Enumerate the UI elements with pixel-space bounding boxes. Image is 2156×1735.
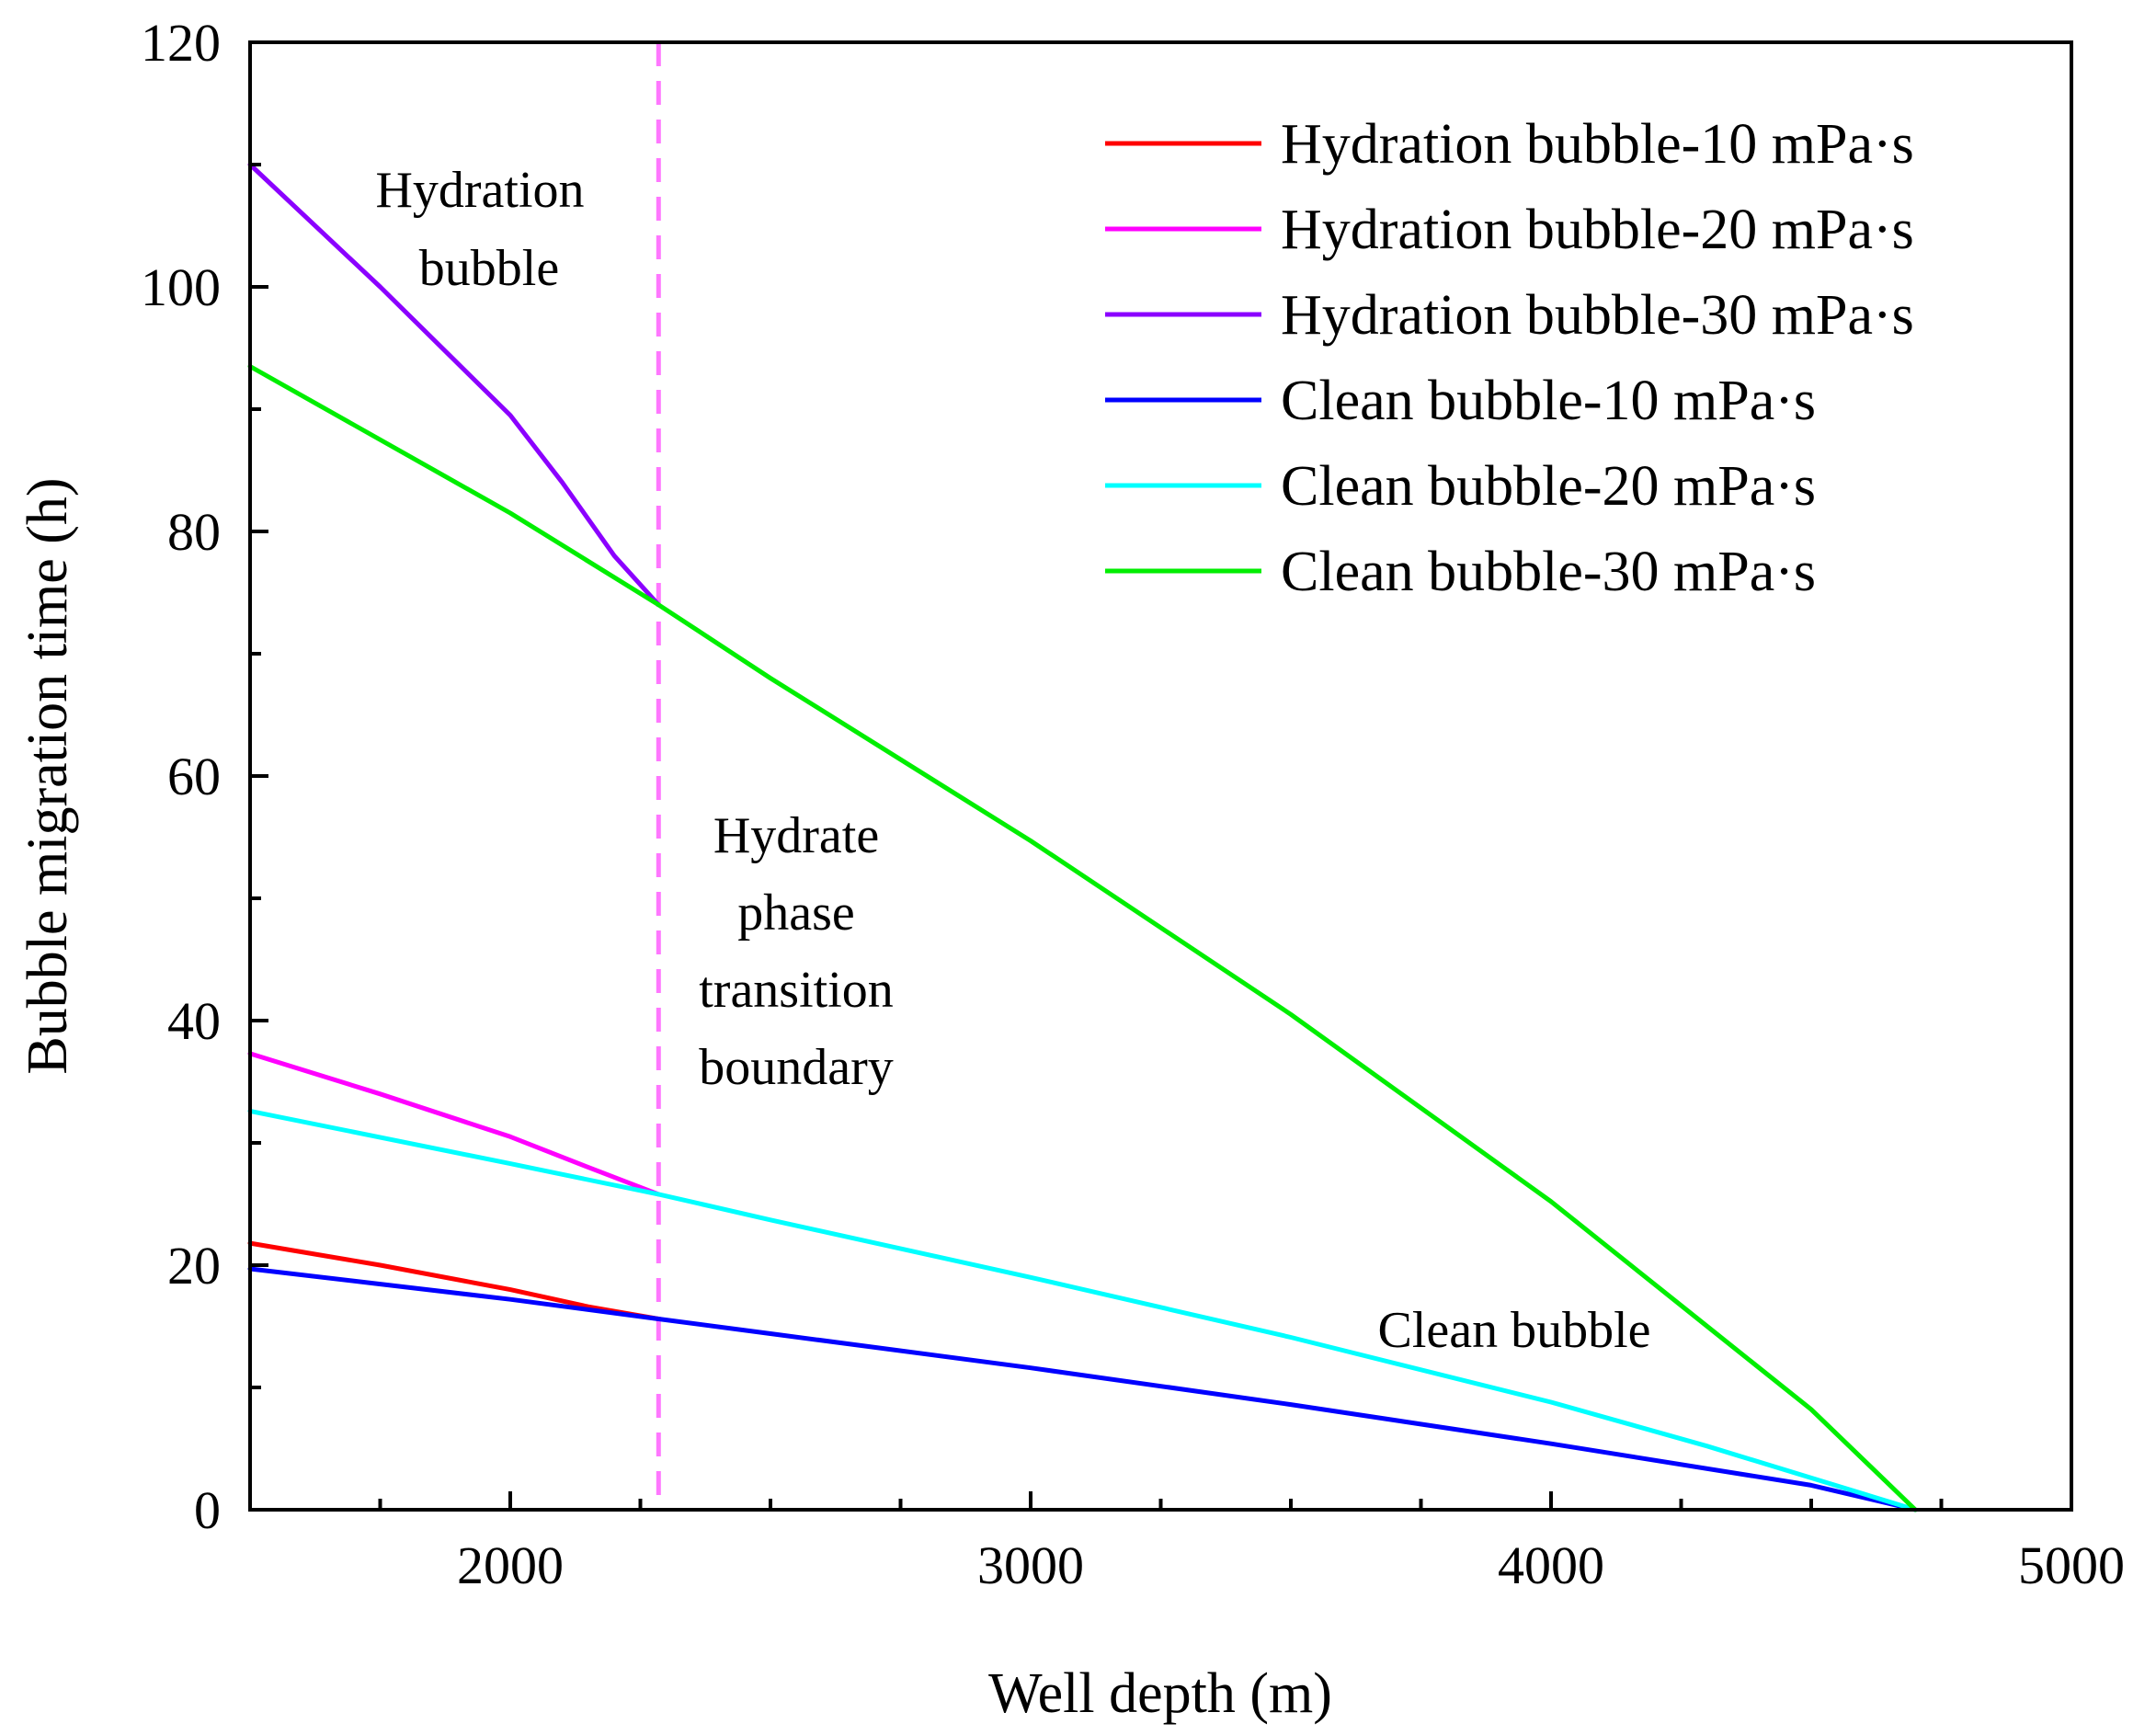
y-tick-label: 0 [194,1480,221,1540]
axis-ticks: 2000 3000 4000 5000 0 20 40 60 80 100 120 [141,13,2125,1595]
x-tick-label: 3000 [977,1535,1084,1595]
legend-label-4: Clean bubble-10 mPa·s [1281,370,1816,432]
x-tick-label: 2000 [457,1535,564,1595]
annotation-boundary-line3: transition [699,962,894,1019]
series-line-3 [247,162,661,608]
series-line-5 [247,1108,1918,1512]
x-axis-title: Well depth (m) [988,1662,1332,1725]
annotation-hydration-line1: Hydration [375,162,584,219]
y-tick-label: 120 [141,13,221,73]
legend: Hydration bubble-10 mPa·s Hydration bubbl… [1105,113,1914,603]
y-axis-title: Bubble migration time (h) [17,477,79,1074]
series-line-4 [247,1266,1918,1512]
plot-marks [247,42,1918,1512]
y-tick-label: 40 [167,991,221,1051]
annotation-boundary-line4: boundary [699,1039,894,1096]
y-tick-label: 80 [167,502,221,562]
annotation-boundary-line1: Hydrate [713,807,879,864]
legend-label-3: Hydration bubble-30 mPa·s [1281,284,1914,347]
legend-label-6: Clean bubble-30 mPa·s [1281,541,1816,603]
annotation-boundary-line2: phase [737,885,855,942]
annotations: Hydration bubble Hydrate phase transitio… [375,162,1650,1359]
y-tick-label: 20 [167,1236,221,1296]
annotation-hydration-line2: bubble [419,240,559,297]
x-tick-label: 5000 [2018,1535,2125,1595]
y-tick-label: 60 [167,747,221,806]
series-line-1 [247,1240,661,1321]
legend-label-5: Clean bubble-20 mPa·s [1281,455,1816,518]
legend-label-2: Hydration bubble-20 mPa·s [1281,199,1914,261]
y-tick-label: 100 [141,257,221,317]
x-tick-label: 4000 [1498,1535,1604,1595]
annotation-clean-bubble: Clean bubble [1377,1302,1650,1359]
series-line-6 [247,364,1918,1512]
series-line-2 [247,1051,661,1197]
legend-label-1: Hydration bubble-10 mPa·s [1281,113,1914,176]
